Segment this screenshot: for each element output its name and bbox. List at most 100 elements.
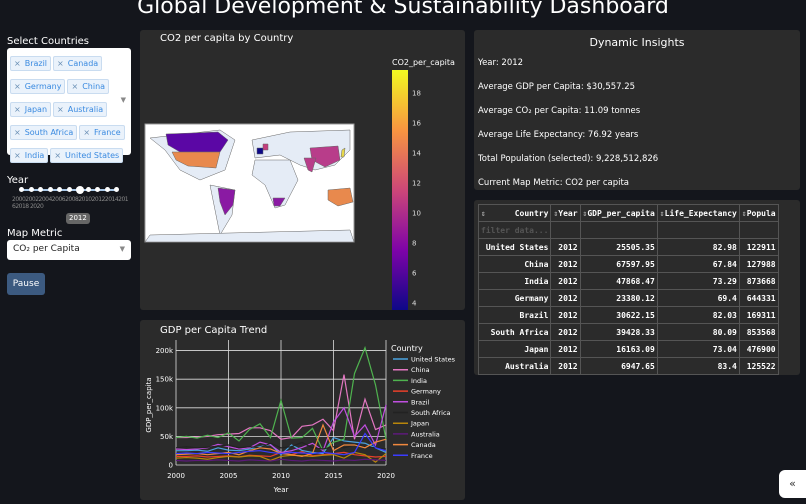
chip-label: Canada xyxy=(67,59,99,68)
legend-item[interactable]: China xyxy=(411,366,430,374)
year-slider[interactable] xyxy=(19,186,119,194)
series-line-france[interactable] xyxy=(175,432,387,456)
series-line-australia[interactable] xyxy=(175,458,387,462)
remove-icon[interactable]: × xyxy=(71,82,79,91)
gdp-line-chart[interactable]: GDP per Capita Trend 2000 2005 2010 2015 2020… xyxy=(140,320,465,500)
country-japan[interactable] xyxy=(340,147,346,158)
table-cell: 122911 xyxy=(738,238,779,256)
legend-item[interactable]: India xyxy=(411,377,427,385)
table-row[interactable]: Australia 2012 6947.65 83.4 125522 xyxy=(477,357,779,375)
column-header[interactable]: ⇕ Popula xyxy=(738,204,779,222)
legend-item[interactable]: United States xyxy=(411,356,456,364)
country-multiselect[interactable]: × Brazil × Canada× Germany × China× Japan × Austr… xyxy=(7,48,131,163)
country-canada[interactable] xyxy=(165,131,229,153)
legend-item[interactable]: France xyxy=(411,452,433,460)
slider-mark xyxy=(19,187,24,192)
series-line-japan[interactable] xyxy=(175,451,387,463)
column-filter[interactable] xyxy=(550,221,581,239)
legend-item[interactable]: Australia xyxy=(411,430,440,438)
column-header[interactable]: ⇕ GDP_per_capita xyxy=(579,204,658,222)
x-tick-label: 2000 xyxy=(167,472,185,480)
africa xyxy=(251,159,299,209)
country-chip[interactable]: × Germany xyxy=(10,79,66,94)
table-cell: 2012 xyxy=(550,340,581,358)
column-filter[interactable] xyxy=(579,221,658,239)
column-filter[interactable] xyxy=(656,221,740,239)
table-cell: 23380.12 xyxy=(579,289,658,307)
country-chip[interactable]: × Japan xyxy=(10,102,52,117)
series-line-united-states[interactable] xyxy=(176,436,387,456)
table-cell: 2012 xyxy=(550,357,581,375)
table-row[interactable]: China 2012 67597.95 67.84 127988 xyxy=(477,255,779,273)
table-row[interactable]: Brazil 2012 30622.15 82.03 169311 xyxy=(477,306,779,324)
table-cell: 73.29 xyxy=(656,272,740,290)
country-chip[interactable]: × India xyxy=(10,148,49,163)
country-france[interactable] xyxy=(256,147,264,155)
slider-mark xyxy=(38,187,43,192)
slider-mark xyxy=(57,187,62,192)
slider-mark xyxy=(95,187,100,192)
country-chip[interactable]: × United States xyxy=(50,148,124,163)
column-header[interactable]: ⇕ Country xyxy=(477,204,552,222)
table-row[interactable]: United States 2012 25505.35 82.98 122911 xyxy=(477,238,779,256)
chevron-down-icon[interactable]: ▼ xyxy=(120,96,126,104)
sort-icon[interactable]: ⇕ xyxy=(481,208,486,218)
sort-icon[interactable]: ⇕ xyxy=(582,208,588,218)
collapse-panel-button[interactable]: « xyxy=(779,470,806,498)
table-row[interactable]: India 2012 47868.47 73.29 873668 xyxy=(477,272,779,290)
table-cell: 80.09 xyxy=(656,323,740,341)
country-chip[interactable]: × Canada xyxy=(53,56,103,71)
sort-icon[interactable]: ⇕ xyxy=(553,208,559,218)
column-filter[interactable]: filter data... xyxy=(477,221,552,239)
legend-item[interactable]: South Africa xyxy=(411,409,451,417)
pause-button[interactable]: Pause xyxy=(7,273,45,295)
legend-item[interactable]: Canada xyxy=(411,441,436,449)
country-united-states[interactable] xyxy=(171,151,221,169)
remove-icon[interactable]: × xyxy=(57,59,64,68)
column-header[interactable]: ⇕ Year xyxy=(550,204,581,222)
choropleth-map[interactable]: CO2_per_capita 18 16 14 12 10 8 6 4 xyxy=(140,30,465,310)
legend-item[interactable]: Brazil xyxy=(411,398,429,406)
chip-label: India xyxy=(24,151,45,160)
table-row[interactable]: Japan 2012 16163.09 73.04 476900 xyxy=(477,340,779,358)
year-slider-handle[interactable] xyxy=(76,186,84,194)
remove-icon[interactable]: × xyxy=(14,105,21,114)
table-cell: 30622.15 xyxy=(579,306,658,324)
sort-icon[interactable]: ⇕ xyxy=(741,208,747,218)
remove-icon[interactable]: × xyxy=(14,82,21,91)
column-filter[interactable] xyxy=(738,221,779,239)
chart-title: GDP per Capita Trend xyxy=(160,325,267,336)
table-row[interactable]: Germany 2012 23380.12 69.4 644331 xyxy=(477,289,779,307)
y-tick-label: 100k xyxy=(156,404,174,412)
country-chip[interactable]: × Australia xyxy=(53,102,108,117)
remove-icon[interactable]: × xyxy=(14,59,21,68)
country-chip[interactable]: × France xyxy=(79,125,125,140)
remove-icon[interactable]: × xyxy=(83,128,91,137)
map-metric-dropdown[interactable]: CO₂ per Capita ▼ xyxy=(7,240,131,260)
country-germany[interactable] xyxy=(262,143,269,151)
table-cell: 853568 xyxy=(738,323,779,341)
series-line-india[interactable] xyxy=(175,345,387,452)
column-label: Year xyxy=(558,208,578,218)
data-table[interactable]: ⇕ Country ⇕ Year ⇕ GDP_per_capita ⇕ Life_Expect… xyxy=(477,204,779,375)
remove-icon[interactable]: × xyxy=(57,105,64,114)
remove-icon[interactable]: × xyxy=(14,128,21,137)
sort-icon[interactable]: ⇕ xyxy=(659,208,665,218)
table-row[interactable]: South Africa 2012 39428.33 80.09 853568 xyxy=(477,323,779,341)
country-chip[interactable]: × Brazil xyxy=(10,56,52,71)
country-australia[interactable] xyxy=(327,187,354,207)
series-line-south-africa[interactable] xyxy=(175,441,387,450)
country-india[interactable] xyxy=(303,157,317,173)
legend-item[interactable]: Japan xyxy=(410,420,429,428)
table-cell: 2012 xyxy=(550,306,581,324)
remove-icon[interactable]: × xyxy=(54,151,62,160)
column-header[interactable]: ⇕ Life_Expectancy xyxy=(656,204,740,222)
legend-item[interactable]: Germany xyxy=(411,388,441,396)
country-chip[interactable]: × China xyxy=(67,79,110,94)
country-chip[interactable]: × South Africa xyxy=(10,125,78,140)
country-south-africa[interactable] xyxy=(272,197,286,207)
table-cell: 2012 xyxy=(550,323,581,341)
remove-icon[interactable]: × xyxy=(14,151,21,160)
table-cell: 83.4 xyxy=(656,357,740,375)
country-brazil[interactable] xyxy=(217,187,236,216)
